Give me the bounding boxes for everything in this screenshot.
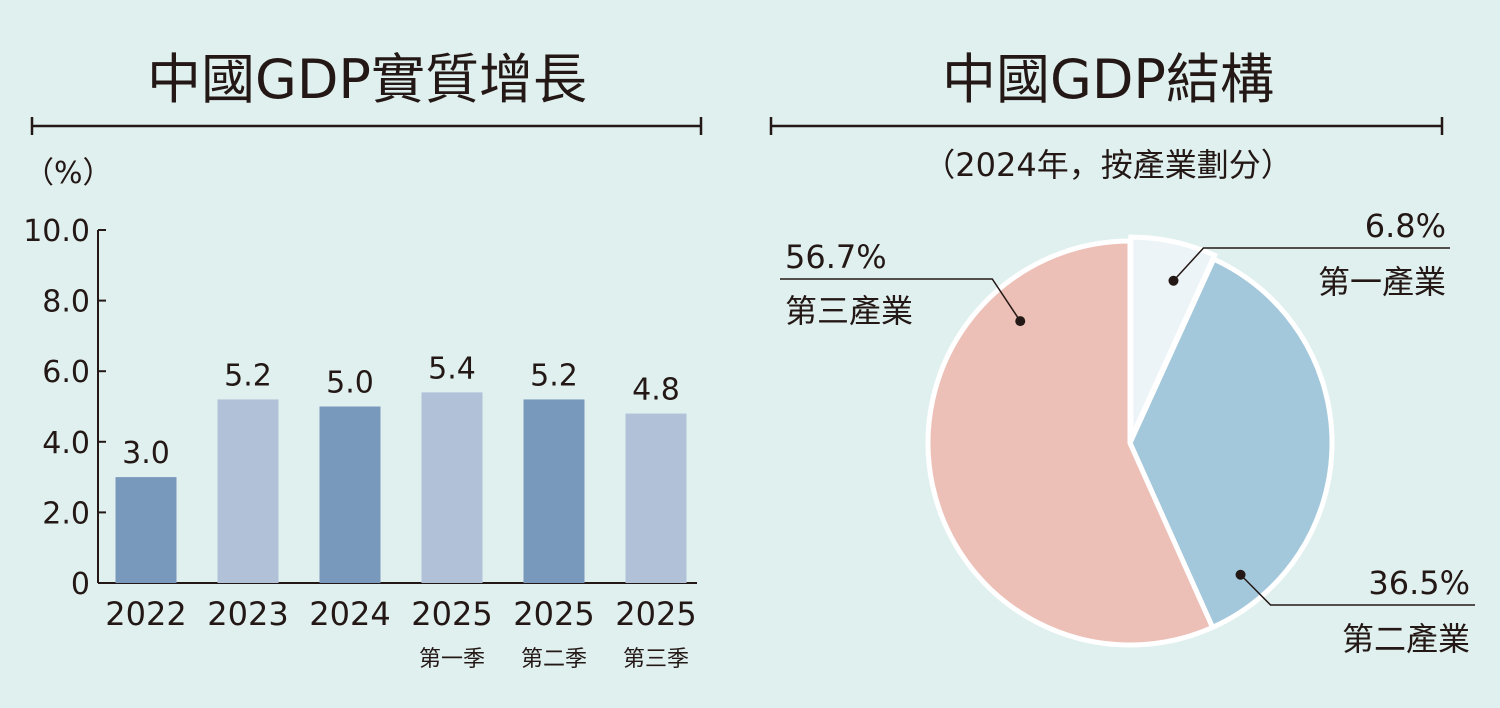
- pie-percent-label: 36.5%: [1368, 564, 1470, 602]
- pie-category-label: 第一產業: [1318, 263, 1446, 301]
- y-tick-label: 6.0: [42, 355, 90, 390]
- pie-percent-label: 56.7%: [785, 238, 887, 276]
- pie-category-label: 第三產業: [785, 292, 913, 330]
- pie-chart-subtitle: （2024年，按產業劃分）: [923, 146, 1292, 184]
- x-category-label: 2024: [309, 595, 390, 633]
- pie-title-rule: [769, 117, 1444, 135]
- pie-slice: [1128, 234, 1218, 441]
- pie-slice: [925, 238, 1216, 648]
- pie-leader-line: [1172, 247, 1450, 282]
- y-tick-label: 2.0: [42, 496, 90, 531]
- x-category-label: 2025: [513, 595, 594, 633]
- x-category-label: 2025: [615, 595, 696, 633]
- y-tick-label: 4.0: [42, 426, 90, 461]
- bar: [523, 399, 585, 583]
- bar-plot-area: 0 2.0 4.0 6.0 8.0 10.0 3.0 2022 5.2 2023 5.0 2024 5.…: [23, 214, 697, 672]
- bar-value-label: 5.2: [224, 358, 272, 393]
- pie-chart-title: 中國GDP結構: [942, 48, 1274, 111]
- pie-plot-area: 6.8% 第一產業 36.5% 第二產業 56.7% 第三產業: [780, 207, 1475, 658]
- pie-percent-label: 6.8%: [1365, 207, 1446, 245]
- bar: [115, 477, 177, 583]
- x-category-label: 2025: [411, 595, 492, 633]
- pie-leader-dot: [1015, 316, 1026, 327]
- bar-value-label: 3.0: [122, 436, 170, 471]
- pie-chart-panel: 中國GDP結構 （2024年，按產業劃分） 6.8% 第一產業 36.5% 第二產業 5…: [769, 48, 1475, 658]
- bar-title-rule: [30, 117, 703, 135]
- bar-chart-title: 中國GDP實質增長: [147, 48, 587, 111]
- x-category-label: 2022: [105, 595, 186, 633]
- pie-leader-dot: [1235, 569, 1246, 580]
- pie-leader-line: [1240, 574, 1475, 606]
- x-category-sublabel: 第三季: [623, 647, 689, 672]
- y-tick-label: 0: [71, 567, 90, 602]
- bar-value-label: 5.2: [530, 358, 578, 393]
- bar-value-label: 4.8: [632, 373, 680, 408]
- bar-value-label: 5.4: [428, 351, 476, 386]
- x-category-sublabel: 第一季: [419, 647, 485, 672]
- bar: [421, 392, 483, 583]
- bar-chart-panel: 中國GDP實質增長 （%） 0 2.0 4.0 6.0 8.0 10.0 3.0 2022 5.…: [23, 48, 703, 672]
- bar-value-label: 5.0: [326, 366, 374, 401]
- x-category-label: 2023: [207, 595, 288, 633]
- pie-slice: [1127, 255, 1335, 631]
- y-tick-label: 8.0: [42, 285, 90, 320]
- pie-leader-line: [780, 278, 1021, 322]
- pie-category-label: 第二產業: [1342, 620, 1470, 658]
- x-category-sublabel: 第二季: [521, 647, 587, 672]
- pie-leader-dot: [1168, 275, 1179, 286]
- y-tick-label: 10.0: [23, 214, 90, 249]
- bar: [625, 413, 687, 583]
- bar: [319, 406, 381, 583]
- bar: [217, 399, 279, 583]
- y-axis-unit: （%）: [24, 156, 113, 191]
